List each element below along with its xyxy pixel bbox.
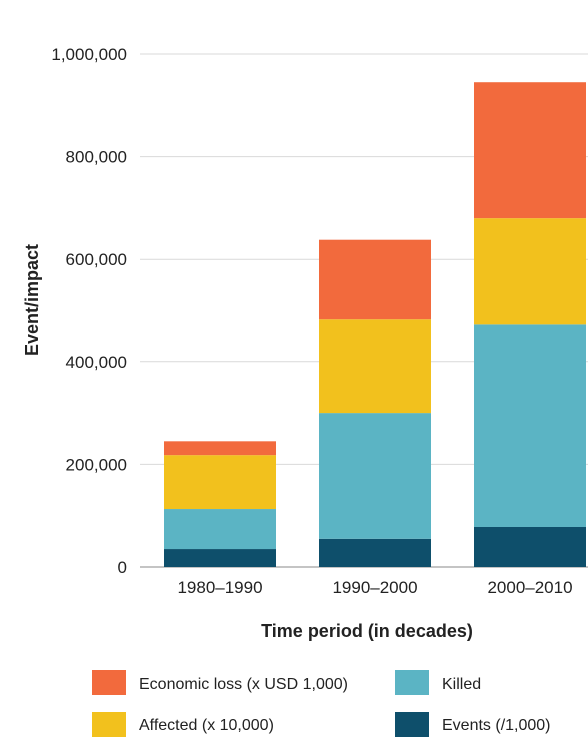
bar-segment-events-1-000	[319, 538, 431, 567]
legend-label-killed: Killed	[442, 676, 481, 693]
y-tick-label: 600,000	[66, 250, 127, 269]
legend-swatch-economic-loss	[92, 670, 126, 695]
bar-segment-events-1-000	[474, 526, 586, 567]
legend-swatch-killed	[395, 670, 429, 695]
legend-label-economic-loss: Economic loss (x USD 1,000)	[139, 676, 348, 693]
bar-segment-affected-x-10-000	[164, 455, 276, 510]
y-tick-label: 0	[118, 558, 127, 577]
legend-swatch-affected	[92, 712, 126, 737]
bar-segment-killed	[474, 324, 586, 527]
y-tick-label: 1,000,000	[51, 45, 127, 64]
x-tick-label: 1990–2000	[332, 578, 417, 597]
bar-segment-killed	[319, 413, 431, 539]
x-axis-title: Time period (in decades)	[261, 621, 473, 641]
bar-segment-economic-loss-x-usd-1-000	[319, 239, 431, 320]
axes: 0 200,000 400,000 600,000 800,000 1,000,000 19…	[51, 45, 572, 597]
bar-segment-affected-x-10-000	[319, 319, 431, 414]
y-tick-label: 400,000	[66, 353, 127, 372]
x-tick-label: 1980–1990	[177, 578, 262, 597]
legend-label-affected: Affected (x 10,000)	[139, 717, 274, 734]
bar-segment-affected-x-10-000	[474, 218, 586, 325]
legend-label-events: Events (/1,000)	[442, 717, 551, 734]
bar-segment-economic-loss-x-usd-1-000	[164, 441, 276, 456]
bar-segment-events-1-000	[164, 549, 276, 567]
y-axis-title: Event/impact	[22, 244, 42, 356]
x-tick-label: 2000–2010	[487, 578, 572, 597]
bar-segment-economic-loss-x-usd-1-000	[474, 82, 586, 219]
y-tick-label: 800,000	[66, 148, 127, 167]
legend-swatch-events	[395, 712, 429, 737]
y-tick-label: 200,000	[66, 455, 127, 474]
bar-segment-killed	[164, 509, 276, 550]
legend: Economic loss (x USD 1,000) Killed Affec…	[92, 670, 551, 737]
bars	[164, 82, 586, 567]
